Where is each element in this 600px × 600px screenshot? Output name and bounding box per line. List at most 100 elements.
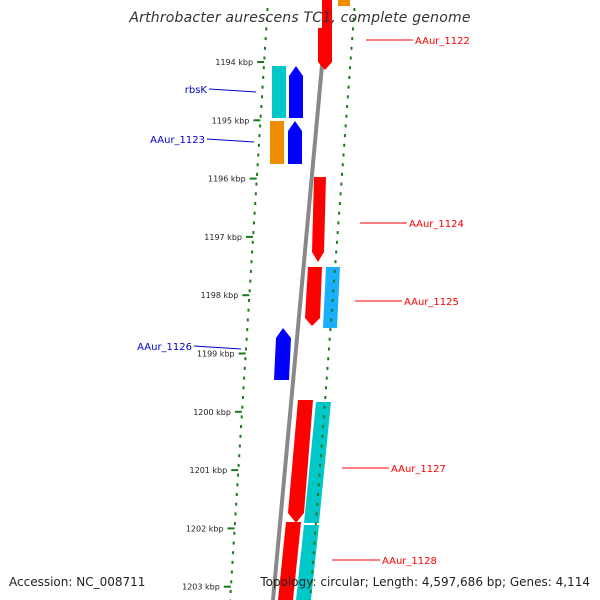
gene-arrow-aaur-1125 [305,267,322,326]
gene-label-aaur-1123: AAur_1123 [150,135,205,146]
guide-dot-right [341,163,344,167]
gene-label-aaur-1122: AAur_1122 [415,36,470,47]
gene-arrow-aaur-1126 [274,328,291,380]
topology-text: Topology: circular; Length: 4,597,686 bp… [260,575,590,589]
guide-dot-right [353,8,356,11]
guide-dot-left [253,211,256,215]
guide-dot-left [237,463,240,467]
kbp-tick-layer: 1194 kbp 1195 kbp 1196 kbp 1197 kbp 1198 kbp… [182,58,265,592]
guide-dot-right [311,570,314,574]
guide-dot-left [235,493,238,496]
guide-dot-left [259,114,262,118]
guide-dot-right [348,75,351,79]
guide-dot-left [239,434,242,438]
guide-dot-left [236,483,239,487]
gene-arrow-aaur-1127 [288,400,313,523]
guide-dot-right [331,299,334,302]
guide-dot-left [251,240,254,244]
guide-dot-right [332,289,335,293]
guide-dot-right [325,386,328,390]
accession-text: Accession: NC_008711 [9,575,146,589]
guide-dot-right [319,463,322,467]
guide-dot-right [321,434,324,438]
kbp-tick-label: 1195 kbp [212,116,250,125]
guide-dot-left [249,279,252,283]
genome-backbone [271,0,330,600]
guide-dot-right [310,580,313,584]
guide-dot-right [314,531,317,535]
guide-dot-left [254,202,257,205]
guide-dot-left [232,541,235,545]
guide-dot-left [256,172,259,176]
guide-dot-right [350,46,353,50]
guide-dot-left [262,66,265,70]
guide-dot-right [329,328,332,332]
guide-dot-right [327,357,330,361]
guide-dot-right [335,240,338,244]
guide-dot-left [265,27,268,31]
guide-dot-left [237,473,240,477]
gene-label-aaur-1124: AAur_1124 [409,219,464,230]
guide-dot-left [263,56,266,60]
guide-dot-left [251,250,254,254]
guide-dot-left [240,425,243,429]
guide-dot-left [243,376,246,380]
guide-dot-right [320,444,323,448]
guide-dot-left [230,580,233,584]
guide-dot-right [352,17,355,21]
gene-arrow-aaur-1124 [312,177,326,262]
guide-dot-left [262,75,265,79]
guide-dot-left [261,85,264,89]
gene-arrow-aaur-1125-blue [323,267,340,328]
guide-dot-left [260,105,263,108]
guide-dot-right [341,172,344,176]
guide-dot-left [241,396,244,399]
guide-dot-left [249,269,252,273]
guide-dot-left [233,522,236,526]
guide-dot-left [254,192,257,196]
guide-dot-left [258,134,261,138]
guide-dot-right [346,95,349,99]
guide-dot-left [255,182,258,186]
guide-dot-right [330,308,333,312]
guide-dot-right [322,425,325,429]
guide-dot-left [247,308,250,312]
guide-dot-left [240,415,243,419]
guide-dot-left [257,143,260,147]
kbp-tick-label: 1200 kbp [193,408,231,417]
gene-label-aaur-1127: AAur_1127 [391,464,446,475]
guide-dot-right [340,182,343,186]
guide-dot-right [351,37,354,41]
gene-label-aaur-1128: AAur_1128 [382,556,437,567]
guide-dot-right [311,560,314,564]
guide-dot-right [318,473,321,477]
guide-dot-right [336,231,339,235]
guide-dot-right [334,260,337,264]
guide-dot-right [328,337,331,341]
guide-dot-right [309,590,312,593]
guide-dot-right [349,56,352,60]
gene-leader-line [193,345,242,350]
feature-top-orange [338,0,350,6]
guide-dot-left [264,46,267,50]
guide-dot-left [244,357,247,361]
guide-dot-left [250,260,253,264]
gene-label-layer: AAur_1122 rbsK AAur_1123 AAur_1124 AAur_1125… [137,36,470,567]
guide-dot-left [246,328,249,332]
guide-dot-right [316,502,319,506]
guide-dot-right [325,376,328,380]
guide-dot-left [246,318,249,322]
kbp-tick-label: 1202 kbp [186,524,224,533]
guide-dot-right [326,366,329,370]
guide-dot-left [248,289,251,293]
guide-dot-left [232,551,235,555]
guide-dot-right [343,143,346,147]
guide-dot-right [322,415,325,419]
gene-label-rbsk: rbsK [185,85,208,96]
gene-arrow-aaur-1127-cyan [304,402,331,523]
gene-arrow-aaur-1123 [288,121,302,164]
gene-arrow-rbsk [289,66,303,118]
gene-arrow-aaur-1122 [318,28,332,70]
guide-dot-right [345,114,348,118]
